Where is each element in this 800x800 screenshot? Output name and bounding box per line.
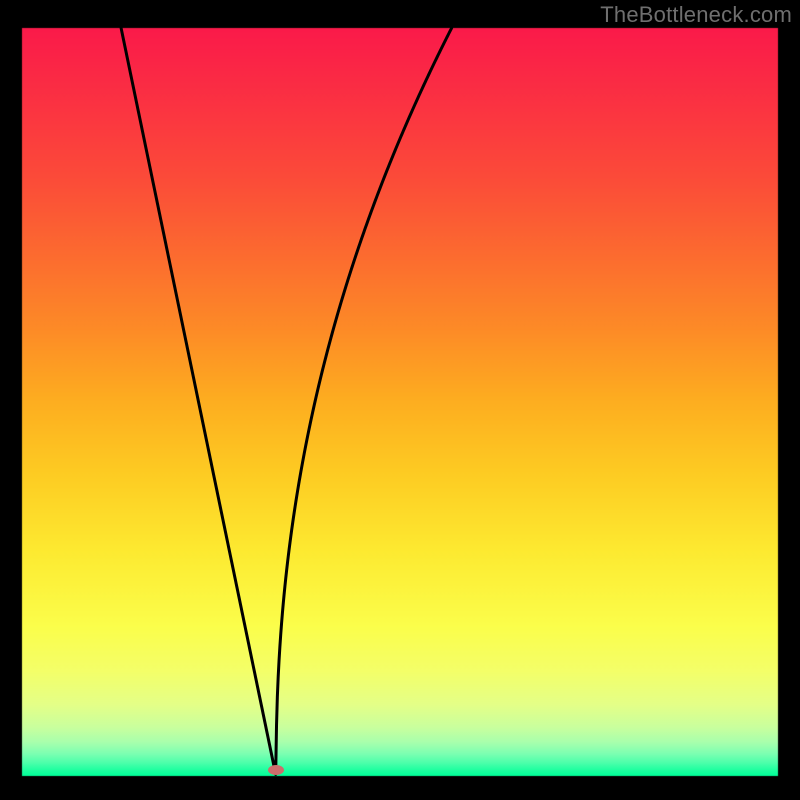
gradient-plot-canvas (0, 0, 800, 800)
figure-root: TheBottleneck.com (0, 0, 800, 800)
